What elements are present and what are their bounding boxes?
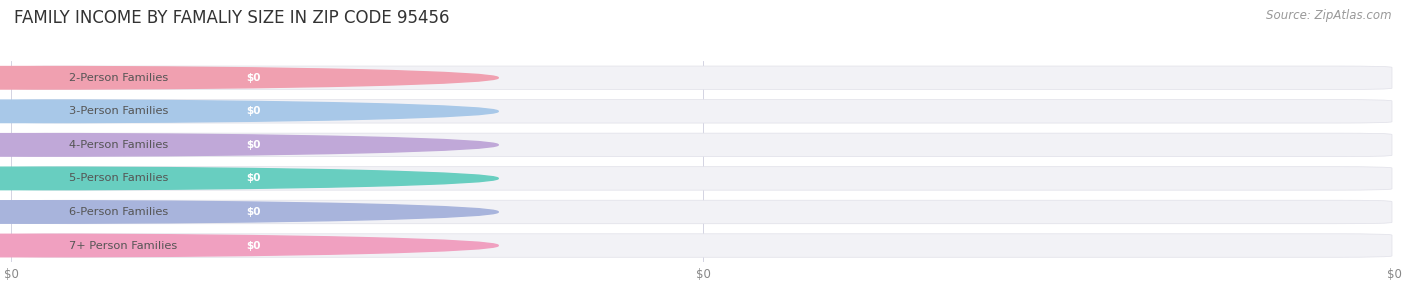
Circle shape [0, 201, 498, 223]
FancyBboxPatch shape [226, 104, 281, 118]
Text: 7+ Person Families: 7+ Person Families [69, 241, 177, 250]
Text: FAMILY INCOME BY FAMALIY SIZE IN ZIP CODE 95456: FAMILY INCOME BY FAMALIY SIZE IN ZIP COD… [14, 9, 450, 27]
Text: 4-Person Families: 4-Person Families [69, 140, 169, 150]
Text: $0: $0 [246, 106, 260, 116]
FancyBboxPatch shape [13, 234, 1392, 257]
Text: $0: $0 [246, 174, 260, 183]
Text: 3-Person Families: 3-Person Families [69, 106, 169, 116]
FancyBboxPatch shape [226, 239, 281, 253]
FancyBboxPatch shape [226, 205, 281, 219]
FancyBboxPatch shape [13, 200, 1392, 224]
Text: 2-Person Families: 2-Person Families [69, 73, 169, 83]
Circle shape [0, 100, 498, 123]
Text: $0: $0 [246, 140, 260, 150]
Text: $0: $0 [246, 207, 260, 217]
Circle shape [0, 167, 498, 190]
FancyBboxPatch shape [13, 133, 1392, 157]
Text: $0: $0 [246, 241, 260, 250]
FancyBboxPatch shape [226, 71, 281, 85]
FancyBboxPatch shape [13, 100, 1392, 123]
FancyBboxPatch shape [226, 138, 281, 152]
Text: $0: $0 [246, 73, 260, 83]
Circle shape [0, 134, 498, 156]
Circle shape [0, 234, 498, 257]
FancyBboxPatch shape [13, 167, 1392, 190]
Text: Source: ZipAtlas.com: Source: ZipAtlas.com [1267, 9, 1392, 22]
Circle shape [0, 66, 498, 89]
FancyBboxPatch shape [13, 66, 1392, 90]
Text: 5-Person Families: 5-Person Families [69, 174, 169, 183]
Text: 6-Person Families: 6-Person Families [69, 207, 169, 217]
FancyBboxPatch shape [226, 171, 281, 185]
